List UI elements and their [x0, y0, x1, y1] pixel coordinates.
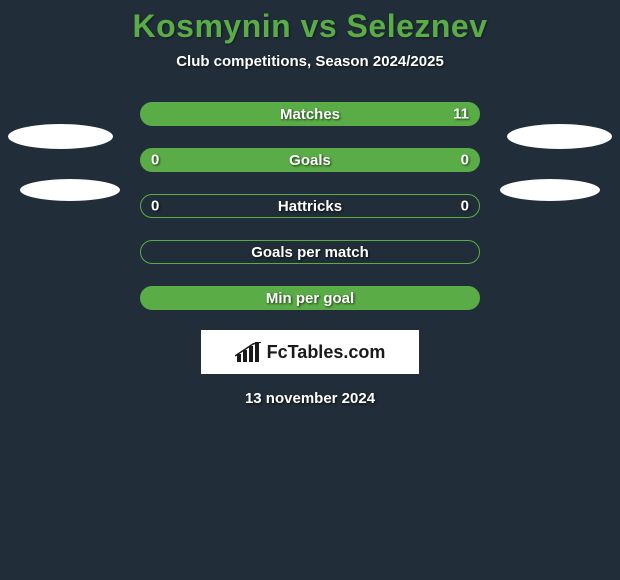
stat-label: Matches — [280, 106, 340, 123]
stat-row-matches: Matches 11 — [140, 102, 480, 126]
date-text: 13 november 2024 — [0, 390, 620, 407]
player-badge-left-top — [8, 124, 113, 149]
stat-label: Goals per match — [251, 244, 369, 261]
stat-label: Goals — [289, 152, 331, 169]
comparison-card: Kosmynin vs Seleznev Club competitions, … — [0, 0, 620, 407]
stat-row-min-per-goal: Min per goal — [140, 286, 480, 310]
stat-right-value: 11 — [453, 106, 469, 123]
player-badge-left-bottom — [20, 179, 120, 201]
stat-row-goals: 0 Goals 0 — [140, 148, 480, 172]
stat-label: Hattricks — [278, 198, 342, 215]
bar-chart-icon — [235, 342, 263, 362]
player-badge-right-top — [507, 124, 612, 149]
player-badge-right-bottom — [500, 179, 600, 201]
stat-row-hattricks: 0 Hattricks 0 — [140, 194, 480, 218]
stat-left-value: 0 — [151, 198, 159, 215]
stat-row-goals-per-match: Goals per match — [140, 240, 480, 264]
stat-left-value: 0 — [151, 152, 159, 169]
logo-text: FcTables.com — [267, 342, 386, 363]
page-subtitle: Club competitions, Season 2024/2025 — [0, 53, 620, 70]
stat-right-value: 0 — [461, 198, 469, 215]
page-title: Kosmynin vs Seleznev — [0, 8, 620, 45]
fctables-logo: FcTables.com — [201, 330, 419, 374]
stat-label: Min per goal — [266, 290, 354, 307]
stat-right-value: 0 — [461, 152, 469, 169]
